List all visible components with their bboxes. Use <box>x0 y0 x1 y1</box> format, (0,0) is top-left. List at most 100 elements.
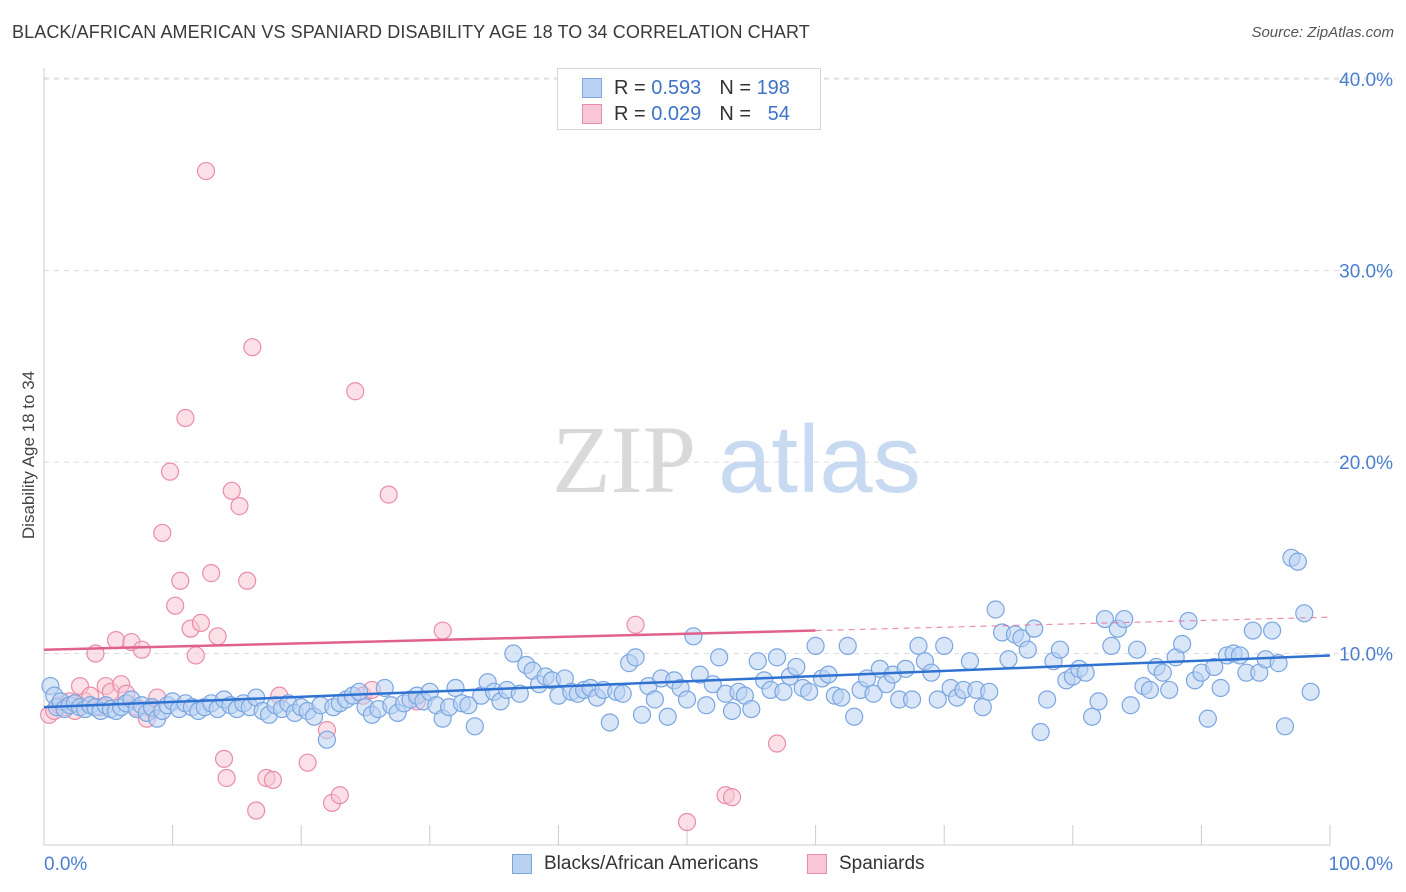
blacks-point <box>1037 690 1057 709</box>
blacks-point <box>935 636 954 655</box>
spaniards-point <box>176 408 195 428</box>
spaniards-point <box>166 596 185 615</box>
blacks-point <box>800 682 819 701</box>
blacks-point <box>465 717 484 736</box>
blacks-point <box>684 627 703 646</box>
blacks-point <box>845 707 864 726</box>
blacks-point <box>864 684 883 703</box>
spaniards-point <box>330 786 349 805</box>
legend-item-spaniards: Spaniards <box>807 851 925 877</box>
blacks-point <box>787 657 806 677</box>
blacks-point <box>446 678 465 698</box>
spaniards-point <box>153 523 172 543</box>
legend-row-spaniards: R = 0.029 N = 54 <box>582 102 790 126</box>
spaniards-point <box>171 571 190 590</box>
blacks-point <box>986 600 1005 619</box>
blacks-point <box>1301 682 1320 701</box>
blacks-point <box>774 682 793 701</box>
x-tick-label-max: 100.0% <box>1329 854 1394 875</box>
legend-swatch-pink <box>582 104 602 124</box>
blacks-point <box>1211 678 1230 698</box>
blacks-point <box>1095 609 1115 629</box>
spaniards-point <box>186 646 205 665</box>
y-tick-label: 40.0% <box>1339 70 1393 91</box>
legend-row-blacks: R = 0.593 N = 198 <box>582 76 790 100</box>
legend-label-spaniards: Spaniards <box>839 853 925 874</box>
spaniards-point <box>132 640 151 659</box>
blacks-point <box>697 696 716 715</box>
legend-n-label: N = <box>719 102 751 125</box>
blacks-point <box>1031 722 1050 742</box>
blacks-trend-line <box>43 654 1331 709</box>
blacks-point <box>980 682 999 701</box>
spaniards-trend-extension <box>815 616 1331 632</box>
blacks-point <box>510 684 529 703</box>
blacks-point <box>973 698 992 717</box>
blacks-point <box>722 701 742 721</box>
source-label: Source: ZipAtlas.com <box>1251 24 1394 41</box>
watermark-zip: ZIP <box>552 406 696 513</box>
spaniards-point <box>196 161 216 181</box>
spaniards-point <box>208 627 227 646</box>
legend-n-value: 54 <box>767 102 790 125</box>
blacks-point <box>806 636 825 655</box>
blacks-point <box>999 650 1018 669</box>
blacks-point <box>1173 634 1192 654</box>
spaniards-point <box>767 734 787 753</box>
spaniards-point <box>238 571 257 590</box>
spaniards-point <box>247 801 266 820</box>
blacks-point <box>1243 621 1262 640</box>
legend-n-value: 198 <box>756 76 790 99</box>
blacks-point <box>459 696 478 715</box>
blacks-point <box>1153 663 1172 682</box>
blacks-point <box>677 690 697 709</box>
blacks-point <box>1198 709 1217 728</box>
blacks-point <box>1089 692 1108 711</box>
legend-r-label: R = <box>614 76 646 99</box>
blacks-point <box>1127 640 1147 659</box>
chart-title: BLACK/AFRICAN AMERICAN VS SPANIARD DISAB… <box>12 22 810 42</box>
blacks-point <box>1230 646 1250 665</box>
spaniards-point <box>106 631 126 650</box>
spaniards-point <box>202 564 221 583</box>
blacks-points <box>41 548 1320 749</box>
blacks-point <box>838 636 857 655</box>
y-tick-label: 20.0% <box>1339 453 1393 474</box>
legend-swatch-blue <box>582 78 602 98</box>
spaniards-point <box>243 338 262 357</box>
blacks-point <box>504 644 523 663</box>
blacks-point <box>1275 717 1295 736</box>
legend-item-blacks: Blacks/African Americans <box>512 851 758 877</box>
blacks-point <box>1050 640 1070 659</box>
blacks-point <box>632 705 652 724</box>
blacks-point <box>1025 619 1044 638</box>
blacks-point <box>909 636 928 655</box>
spaniards-trend-line <box>43 629 816 651</box>
legend-n-label: N = <box>719 76 751 99</box>
trend-lines <box>43 616 1331 709</box>
blacks-point <box>896 659 915 678</box>
legend-r-label: R = <box>614 102 646 125</box>
spaniards-point <box>298 753 317 772</box>
blacks-point <box>1121 696 1140 715</box>
blacks-point <box>902 690 922 709</box>
blacks-point <box>1160 680 1179 700</box>
spaniards-point <box>222 481 241 500</box>
spaniards-point <box>214 749 234 768</box>
blacks-point <box>960 652 980 671</box>
blacks-point <box>349 682 369 701</box>
spaniards-point <box>217 768 236 788</box>
blacks-point <box>1205 657 1224 677</box>
spaniards-point <box>263 770 283 790</box>
spaniards-point <box>433 621 452 640</box>
legend-r-value: 0.029 <box>651 102 702 125</box>
watermark-atlas: atlas <box>718 406 921 513</box>
blacks-point <box>748 652 767 671</box>
y-tick-label: 30.0% <box>1339 262 1393 283</box>
spaniards-point <box>626 615 645 634</box>
y-tick-label: 10.0% <box>1339 645 1393 666</box>
blacks-point <box>1018 640 1037 659</box>
blacks-point <box>690 665 709 684</box>
blacks-point <box>928 690 947 709</box>
